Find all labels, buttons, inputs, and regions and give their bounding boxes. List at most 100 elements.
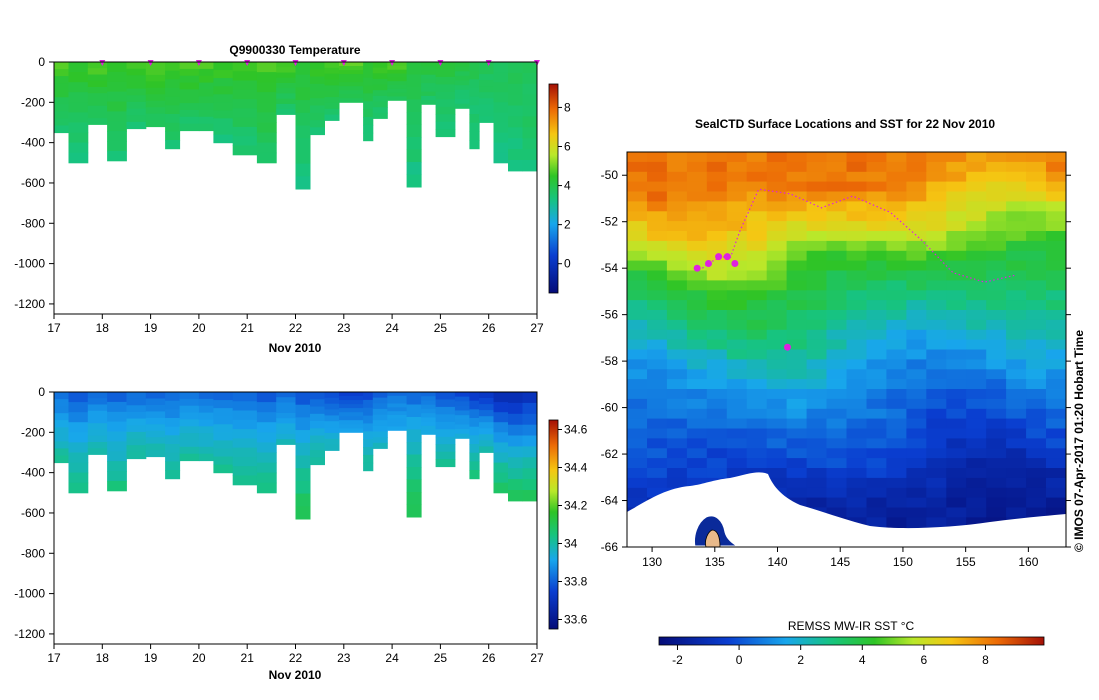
profile-cell (522, 413, 538, 426)
profile-cell (435, 421, 456, 430)
sst-cell (826, 349, 848, 360)
sst-cell (726, 349, 748, 360)
profile-cell (372, 95, 388, 102)
profile-cell (295, 100, 311, 114)
sst-cell (666, 398, 688, 410)
profile-cell (165, 452, 181, 462)
colorbar-tick-label: 33.8 (564, 575, 588, 589)
profile-cell (126, 418, 147, 426)
sst-cell (866, 438, 888, 449)
sst-cell (886, 191, 907, 202)
sst-cell (746, 191, 768, 202)
sst-cell (726, 152, 748, 163)
sst-cell (846, 369, 868, 380)
sst-cell (826, 448, 848, 459)
profile-cell (295, 176, 311, 190)
y-tick-label: -400 (21, 466, 45, 480)
sst-cell (906, 487, 927, 499)
profile-cell (339, 404, 364, 409)
profile-cell (435, 99, 456, 108)
profile-cell (339, 396, 364, 401)
profile-cell (454, 85, 470, 91)
profile-cell (310, 105, 325, 114)
sst-cell (906, 497, 927, 509)
sst-cell (786, 181, 808, 193)
profile-cell (479, 434, 494, 441)
profile-cell (256, 412, 277, 423)
sst-cell (1026, 448, 1047, 459)
sst-cell (686, 418, 708, 430)
sst-cell (1026, 300, 1047, 311)
profile-cell (126, 115, 147, 123)
profile-cell (107, 471, 127, 482)
profile-cell (310, 399, 325, 408)
profile-cell (107, 62, 127, 73)
sst-cell (886, 240, 907, 252)
profile-cell (310, 413, 325, 422)
sst-cell (946, 408, 967, 420)
sst-cell (826, 458, 848, 469)
sst-cell (946, 369, 967, 380)
sst-cell (926, 339, 947, 351)
sst-cell (627, 260, 648, 272)
sst-cell (746, 280, 768, 291)
sst-cell (666, 181, 688, 193)
sst-cell (966, 497, 987, 509)
sst-cell (906, 221, 927, 232)
profile-cell (107, 392, 127, 403)
sst-cell (1006, 408, 1027, 420)
sst-cell (706, 448, 728, 459)
profile-cell (508, 72, 523, 85)
profile-cell (372, 84, 388, 91)
lon-tick-label: 135 (705, 555, 725, 569)
profile-cell (469, 392, 480, 402)
sst-cell (706, 428, 728, 439)
profile-cell (387, 85, 408, 90)
profile-cell (107, 421, 127, 432)
sst-cell (706, 310, 728, 321)
sst-cell (926, 300, 947, 311)
sst-cell (926, 280, 947, 291)
profile-cell (179, 426, 200, 434)
profile-cell (310, 62, 325, 70)
sst-cell (627, 418, 648, 430)
sst-cell (966, 221, 987, 232)
profile-cell (310, 69, 325, 78)
sst-cell (686, 290, 708, 301)
sst-cell (746, 211, 768, 222)
profile-cell (435, 406, 456, 415)
sst-cell (846, 280, 868, 291)
sst-cell (766, 349, 788, 360)
sst-cell (746, 379, 768, 390)
x-tick-label: 19 (144, 651, 158, 665)
sst-cell (647, 408, 668, 420)
sst-cell (786, 329, 808, 341)
profile-cell (406, 442, 422, 455)
sst-cell (706, 221, 728, 232)
sst-cell (706, 339, 728, 351)
x-tick-label: 23 (337, 321, 351, 335)
profile-cell (179, 62, 200, 70)
sst-cell (906, 349, 927, 360)
profile-cell (232, 71, 258, 82)
sst-cell (1046, 181, 1066, 193)
sst-cell (986, 300, 1007, 311)
sst-cell (806, 161, 828, 173)
sst-cell (926, 458, 947, 469)
profile-cell (363, 454, 374, 464)
sst-cell (986, 191, 1007, 202)
profile-cell (87, 62, 108, 69)
y-tick-label: -800 (21, 546, 45, 560)
sst-cell (1046, 448, 1066, 459)
sst-cell (806, 448, 828, 459)
profile-cell (363, 439, 374, 448)
profile-cell (479, 392, 494, 399)
profile-cell (421, 417, 437, 423)
sst-cell (627, 152, 648, 163)
sst-cell (906, 517, 927, 528)
sst-cell (926, 448, 947, 459)
profile-cell (479, 404, 494, 411)
sst-map: SealCTD Surface Locations and SST for 22… (601, 117, 1086, 667)
profile-cell (213, 102, 234, 111)
sst-cell (946, 270, 967, 281)
